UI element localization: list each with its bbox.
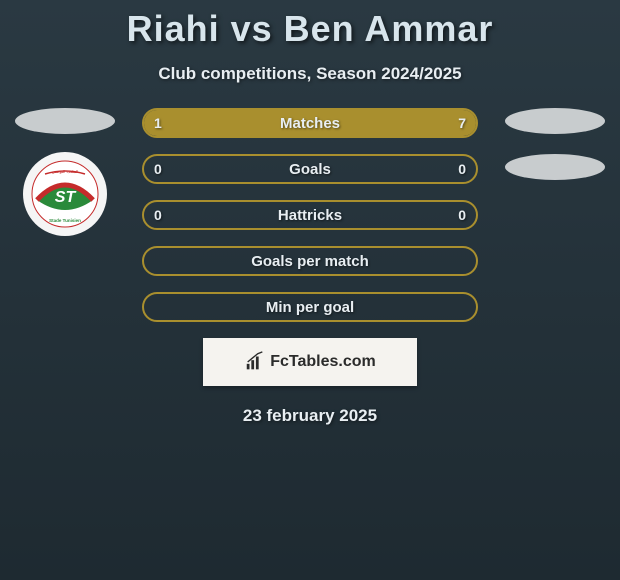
comparison-content: ST الملعب التونسي Stade Tunisien 1 7 Match… xyxy=(0,108,620,426)
svg-text:ST: ST xyxy=(55,189,77,206)
right-player-badge-2 xyxy=(505,154,605,180)
stat-bar: 0 0 Hattricks xyxy=(142,200,478,230)
svg-text:Stade Tunisien: Stade Tunisien xyxy=(49,218,81,223)
stat-value-right: 0 xyxy=(458,207,466,223)
right-player-badge-1 xyxy=(505,108,605,134)
stat-value-left: 0 xyxy=(154,207,162,223)
comparison-bars: 1 7 Matches 0 0 Goals 0 0 Hattricks Goals per mat… xyxy=(142,108,478,322)
stat-label: Goals per match xyxy=(251,253,369,270)
left-player-column: ST الملعب التونسي Stade Tunisien xyxy=(10,108,120,236)
left-player-badge xyxy=(15,108,115,134)
stat-bar: 1 7 Matches xyxy=(142,108,478,138)
season-subtitle: Club competitions, Season 2024/2025 xyxy=(0,64,620,84)
left-club-logo: ST الملعب التونسي Stade Tunisien xyxy=(23,152,107,236)
snapshot-date: 23 february 2025 xyxy=(0,406,620,426)
bar-fill-left xyxy=(144,110,186,136)
brand-text: FcTables.com xyxy=(244,351,376,373)
chart-icon xyxy=(244,351,266,373)
stat-bar: Min per goal xyxy=(142,292,478,322)
stat-value-left: 0 xyxy=(154,161,162,177)
stat-label: Hattricks xyxy=(278,207,342,224)
stat-bar: 0 0 Goals xyxy=(142,154,478,184)
stat-label: Goals xyxy=(289,161,331,178)
stade-tunisien-icon: ST الملعب التونسي Stade Tunisien xyxy=(31,160,99,228)
stat-value-left: 1 xyxy=(154,115,162,131)
brand-box[interactable]: FcTables.com xyxy=(203,338,417,386)
comparison-title: Riahi vs Ben Ammar xyxy=(0,0,620,50)
brand-label: FcTables.com xyxy=(270,353,376,371)
stat-label: Min per goal xyxy=(266,299,354,316)
svg-text:الملعب التونسي: الملعب التونسي xyxy=(52,169,79,174)
right-player-column xyxy=(500,108,610,194)
stat-bar: Goals per match xyxy=(142,246,478,276)
stat-label: Matches xyxy=(280,115,340,132)
stat-value-right: 7 xyxy=(458,115,466,131)
stat-value-right: 0 xyxy=(458,161,466,177)
